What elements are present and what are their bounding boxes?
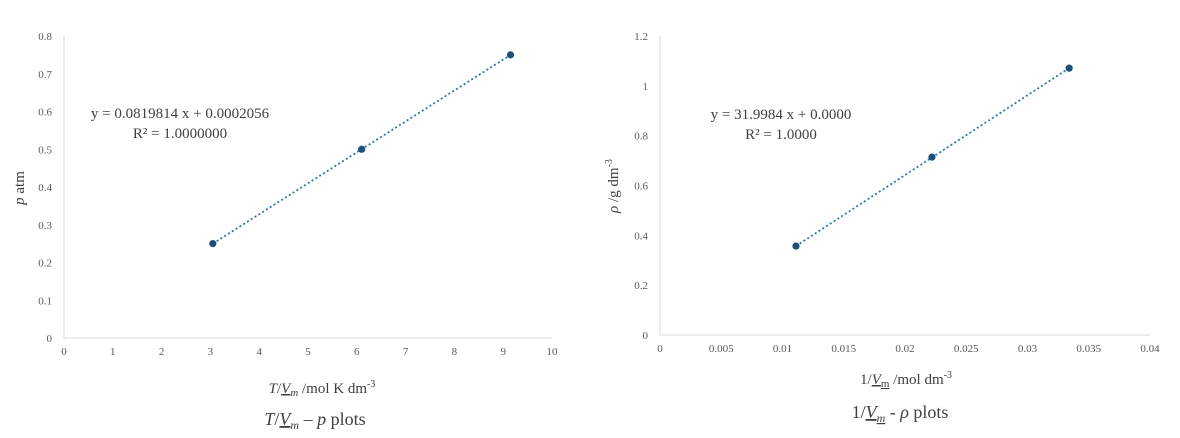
left-x-tick-label: 9 (500, 346, 506, 358)
left-data-point (358, 145, 366, 153)
right-y-tick-label: 0 (643, 330, 649, 342)
chart-left-r2: R² = 1.0000000 (133, 126, 227, 142)
chart-right-x-ticks: 0 0.005 0.01 0.015 0.02 0.025 0.03 0.035 0.04 (657, 343, 1160, 355)
left-x-tick-label: 2 (159, 346, 165, 358)
right-x-tick-label: 0.015 (831, 343, 856, 355)
right-x-tick-label: 0.025 (954, 343, 979, 355)
left-x-tick-label: 6 (354, 346, 360, 358)
left-data-point (506, 51, 515, 59)
right-data-point (792, 242, 800, 250)
chart-left: 0 1 2 3 4 5 6 7 8 9 10 0 0.1 0.2 0.3 0.4 0.5 0.6 0.7 0.8 y… (12, 31, 558, 432)
left-x-tick-label: 0 (61, 346, 67, 358)
chart-right-caption: 1/Vm - ρ plots (852, 402, 949, 425)
left-x-tick-label: 7 (403, 346, 409, 358)
chart-right-points (792, 64, 1073, 250)
chart-right-y-title: ρ /g dm-3 (604, 159, 622, 214)
chart-left-axes (63, 36, 552, 339)
right-y-tick-label: 0.2 (634, 280, 648, 292)
left-x-tick-label: 5 (305, 346, 311, 358)
chart-right-r2: R² = 1.0000 (745, 127, 817, 143)
chart-right-y-ticks: 0 0.2 0.4 0.6 0.8 1 1.2 (634, 31, 648, 342)
left-y-tick-label: 0.8 (38, 31, 52, 43)
right-data-point (1065, 64, 1073, 72)
right-x-tick-label: 0.035 (1076, 343, 1101, 355)
chart-left-x-title: T/Vm /mol K dm-3 (269, 379, 376, 399)
left-y-tick-label: 0 (47, 333, 53, 345)
left-data-point (209, 240, 217, 248)
right-y-tick-label: 0.8 (634, 131, 648, 143)
left-x-tick-label: 3 (208, 346, 214, 358)
chart-left-points (209, 51, 515, 248)
left-y-tick-label: 0.4 (38, 182, 52, 194)
left-x-tick-label: 4 (256, 346, 262, 358)
left-y-tick-label: 0.1 (38, 295, 52, 307)
left-y-tick-label: 0.3 (38, 220, 52, 232)
chart-right: 0 0.005 0.01 0.015 0.02 0.025 0.03 0.035 0.04 00… (604, 31, 1160, 425)
left-x-tick-label: 8 (452, 346, 458, 358)
left-y-tick-label: 0.6 (38, 107, 52, 119)
right-x-tick-label: 0.01 (773, 343, 792, 355)
right-x-tick-label: 0.005 (709, 343, 734, 355)
left-y-tick-label: 0.7 (38, 69, 52, 81)
right-x-tick-label: 0.04 (1140, 343, 1160, 355)
chart-left-y-ticks: 0 0.1 0.2 0.3 0.4 0.5 0.6 0.7 0.8 (38, 31, 52, 345)
right-x-tick-label: 0.03 (1018, 343, 1038, 355)
left-y-tick-label: 0.2 (38, 258, 52, 270)
left-x-tick-label: 1 (110, 346, 116, 358)
chart-left-caption: T/Vm – p plots (264, 409, 365, 432)
chart-right-axes (659, 36, 1150, 336)
right-y-tick-label: 1.2 (634, 31, 648, 43)
left-x-tick-label: 10 (547, 346, 559, 358)
chart-right-equation: y = 31.9984 x + 0.0000 (711, 107, 852, 123)
chart-left-y-title: p atm (12, 171, 28, 206)
right-y-tick-label: 0.4 (634, 230, 648, 242)
chart-left-equation: y = 0.0819814 x + 0.0002056 (91, 106, 270, 122)
left-y-tick-label: 0.5 (38, 144, 52, 156)
right-y-tick-label: 1 (643, 81, 649, 93)
right-y-tick-label: 0.6 (634, 181, 648, 193)
right-x-tick-label: 0 (657, 343, 663, 355)
chart-left-x-ticks: 0 1 2 3 4 5 6 7 8 9 10 (61, 346, 558, 358)
right-data-point (928, 153, 936, 161)
chart-right-x-title: 1/Vm /mol dm-3 (860, 370, 952, 390)
right-x-tick-label: 0.02 (895, 343, 914, 355)
